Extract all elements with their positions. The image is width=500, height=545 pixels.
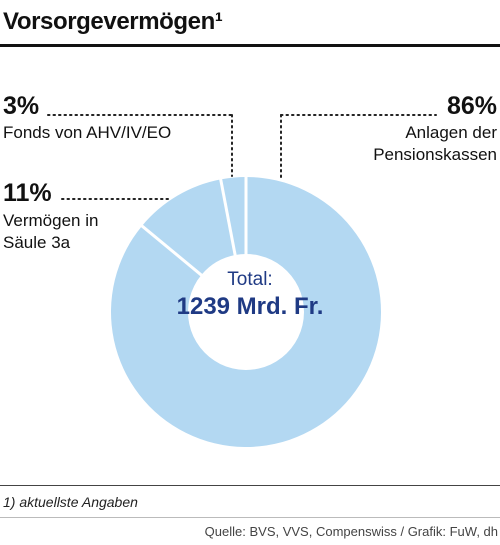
slice-label-pensionskassen-line2: Pensionskassen bbox=[373, 145, 497, 164]
chart-title: Vorsorgevermögen¹ bbox=[3, 8, 223, 35]
donut-center-label: Total: bbox=[227, 269, 273, 290]
slice-separator bbox=[140, 224, 204, 277]
footnote: 1) aktuellste Angaben bbox=[3, 494, 138, 510]
slice-saeule3a bbox=[141, 179, 236, 276]
slice-percent-ahv: 3% bbox=[3, 92, 40, 120]
slice-percent-pensionskassen: 86% bbox=[446, 92, 497, 120]
slice-pensionskassen bbox=[110, 177, 381, 447]
slice-percent-saeule3a: 11% bbox=[3, 179, 52, 207]
slice-separator bbox=[219, 178, 237, 257]
source-credit: Quelle: BVS, VVS, Compenswiss / Grafik: … bbox=[204, 524, 498, 539]
slice-label-saeule3a-line1: Vermögen in bbox=[3, 211, 99, 230]
title-rule bbox=[0, 44, 500, 47]
slice-label-ahv-line1: Fonds von AHV/IV/EO bbox=[3, 123, 172, 142]
slice-ahv bbox=[220, 177, 246, 256]
slice-label-pensionskassen-line1: Anlagen der bbox=[405, 123, 497, 142]
footnote-rule bbox=[0, 485, 500, 486]
donut-center-value: 1239 Mrd. Fr. bbox=[176, 293, 324, 320]
slice-label-saeule3a-line2: Säule 3a bbox=[3, 233, 71, 252]
source-rule bbox=[0, 517, 500, 518]
